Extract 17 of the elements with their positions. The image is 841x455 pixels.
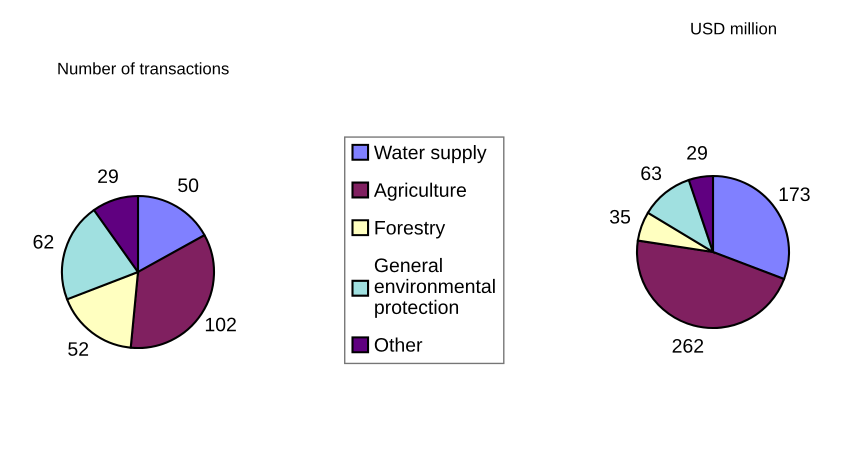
data-label: 173 <box>780 187 810 202</box>
legend-label: Forestry <box>375 221 446 238</box>
data-label: 63 <box>641 166 662 180</box>
data-label: 29 <box>687 146 707 160</box>
data-label: 262 <box>672 339 704 353</box>
data-label: 102 <box>206 318 236 332</box>
data-label: 50 <box>178 178 198 192</box>
legend-label: Water supply <box>374 145 487 164</box>
legend-label: Other <box>374 337 422 352</box>
data-label: 52 <box>68 342 88 356</box>
legend-label: Agriculture <box>374 182 466 201</box>
data-label: 62 <box>34 234 54 249</box>
legend-label: General environmental protection <box>374 258 495 318</box>
chart-title: Number of transactions <box>58 62 229 74</box>
chart-title: USD million <box>691 22 776 34</box>
data-label: 29 <box>98 169 118 184</box>
data-label: 35 <box>610 210 630 224</box>
